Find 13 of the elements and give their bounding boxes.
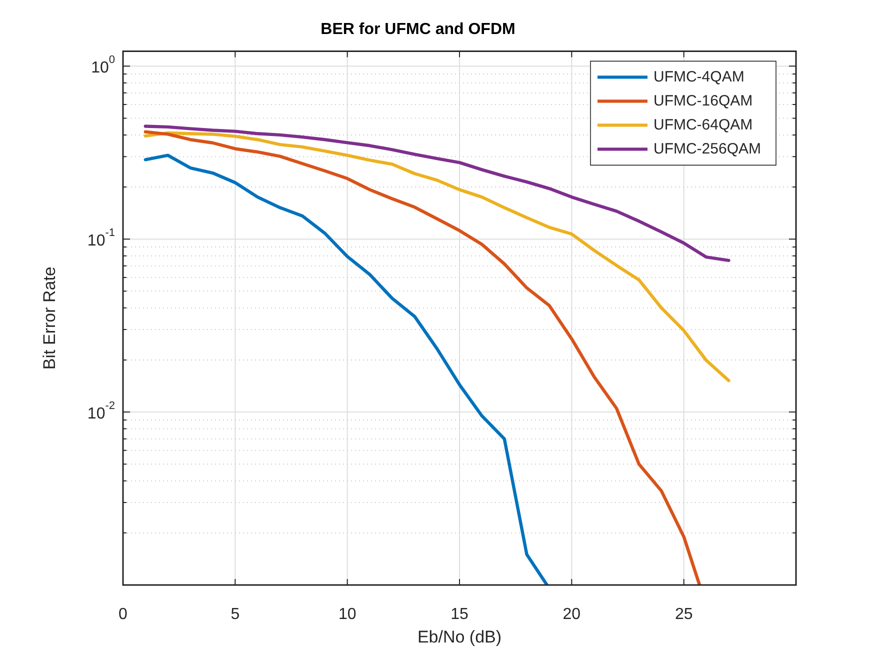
legend-label: UFMC-16QAM xyxy=(653,92,753,110)
legend-label: UFMC-4QAM xyxy=(653,68,744,86)
y-axis-title: Bit Error Rate xyxy=(40,266,59,370)
x-tick-label: 10 xyxy=(338,606,356,624)
x-tick-label: 20 xyxy=(562,606,581,624)
legend-label: UFMC-256QAM xyxy=(653,140,762,158)
legend-label: UFMC-64QAM xyxy=(653,116,753,134)
x-tick-label: 5 xyxy=(230,606,240,624)
x-tick-label: 25 xyxy=(674,606,693,624)
x-axis-title: Eb/No (dB) xyxy=(417,627,502,646)
chart-title: BER for UFMC and OFDM xyxy=(320,21,516,38)
x-tick-label: 15 xyxy=(450,606,468,624)
x-tick-label: 0 xyxy=(118,606,128,624)
